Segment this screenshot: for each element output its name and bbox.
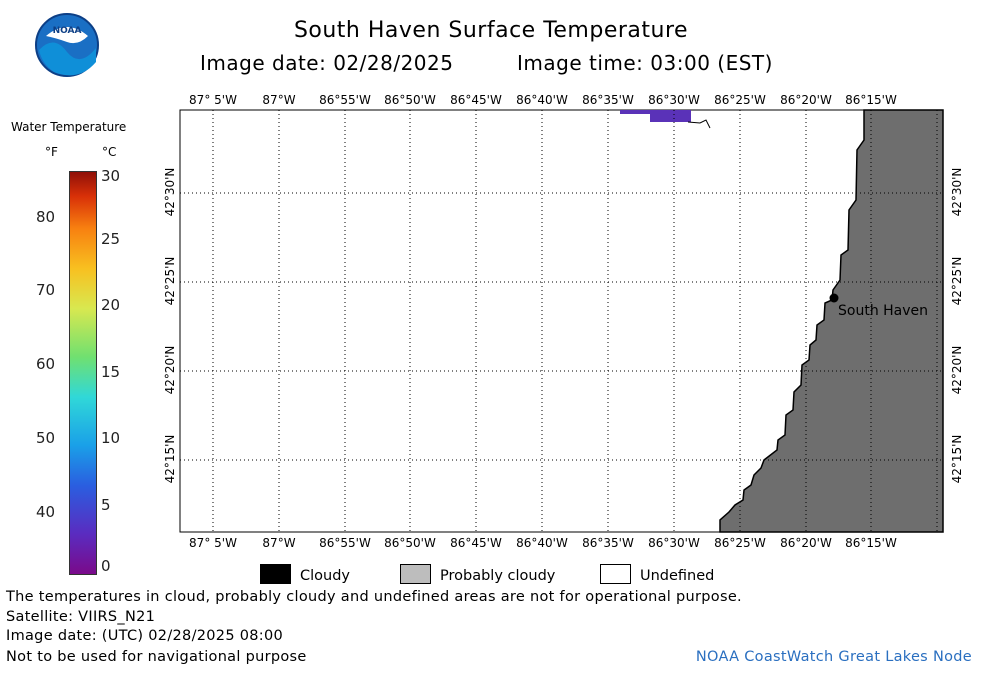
shoreline-fragment (687, 119, 711, 129)
color-scale-bar (69, 171, 97, 575)
longitude-label-top: 87° 5'W (189, 93, 237, 107)
land-area (719, 109, 944, 533)
water-temp-pixels (620, 110, 650, 114)
longitude-label-top: 86°25'W (714, 93, 766, 107)
longitude-label-bottom: 86°20'W (780, 536, 832, 550)
celsius-tick-label: 0 (101, 557, 111, 575)
fahrenheit-tick-label: 80 (36, 208, 56, 226)
celsius-tick-label: 10 (101, 429, 121, 447)
longitude-label-top: 86°20'W (780, 93, 832, 107)
legend-cloudy-swatch (260, 564, 291, 584)
longitude-label-top: 86°50'W (384, 93, 436, 107)
page-title: South Haven Surface Temperature (293, 18, 689, 43)
south-haven-marker (829, 293, 839, 303)
logo-text: NOAA (53, 26, 82, 36)
disclaimer-text: The temperatures in cloud, probably clou… (6, 589, 742, 605)
scale-unit-f: °F (45, 145, 58, 159)
scale-title: Water Temperature (11, 120, 127, 134)
latitude-label-left: 42°25'N (163, 256, 177, 306)
celsius-tick-label: 30 (101, 167, 121, 185)
legend-undefined-swatch (600, 564, 631, 584)
utc-date-text: Image date: (UTC) 02/28/2025 08:00 (6, 628, 284, 644)
longitude-label-top: 86°35'W (582, 93, 634, 107)
latitude-label-left: 42°30'N (163, 167, 177, 217)
longitude-label-bottom: 86°35'W (582, 536, 634, 550)
celsius-tick-label: 5 (101, 496, 111, 514)
latitude-label-right: 42°20'N (950, 345, 964, 395)
latitude-label-left: 42°20'N (163, 345, 177, 395)
fahrenheit-tick-label: 40 (36, 503, 56, 521)
fahrenheit-tick-label: 50 (36, 429, 56, 447)
scale-unit-c: °C (102, 145, 117, 159)
legend-cloudy-label: Cloudy (300, 568, 350, 584)
longitude-label-bottom: 86°50'W (384, 536, 436, 550)
longitude-label-top: 86°55'W (319, 93, 371, 107)
legend-probably-cloudy-swatch (400, 564, 431, 584)
legend-undefined-label: Undefined (640, 568, 715, 584)
latitude-label-right: 42°15'N (950, 434, 964, 484)
latitude-label-right: 42°30'N (950, 167, 964, 217)
longitude-label-bottom: 86°25'W (714, 536, 766, 550)
image-date: Image date: 02/28/2025 (200, 51, 454, 75)
fahrenheit-tick-label: 60 (36, 355, 56, 373)
navigation-warning: Not to be used for navigational purpose (6, 649, 307, 665)
latitude-label-left: 42°15'N (163, 434, 177, 484)
credit-link[interactable]: NOAA CoastWatch Great Lakes Node (695, 649, 972, 665)
longitude-label-top: 86°45'W (450, 93, 502, 107)
longitude-label-bottom: 87° 5'W (189, 536, 237, 550)
latitude-label-right: 42°25'N (950, 256, 964, 306)
noaa-logo: NOAA (35, 13, 99, 77)
celsius-tick-label: 20 (101, 296, 121, 314)
longitude-label-top: 86°40'W (516, 93, 568, 107)
longitude-label-top: 87°W (262, 93, 296, 107)
legend-probably-cloudy-label: Probably cloudy (440, 568, 556, 584)
fahrenheit-tick-label: 70 (36, 281, 56, 299)
longitude-label-bottom: 86°55'W (319, 536, 371, 550)
satellite-text: Satellite: VIIRS_N21 (6, 609, 156, 625)
longitude-label-top: 86°15'W (845, 93, 897, 107)
celsius-tick-label: 25 (101, 230, 121, 248)
longitude-label-bottom: 86°45'W (450, 536, 502, 550)
celsius-tick-label: 15 (101, 363, 121, 381)
longitude-label-bottom: 86°15'W (845, 536, 897, 550)
water-temp-pixels (650, 110, 691, 122)
image-time: Image time: 03:00 (EST) (517, 51, 773, 75)
longitude-label-bottom: 86°30'W (648, 536, 700, 550)
longitude-label-bottom: 86°40'W (516, 536, 568, 550)
longitude-label-top: 86°30'W (648, 93, 700, 107)
longitude-label-bottom: 87°W (262, 536, 296, 550)
south-haven-label: South Haven (838, 303, 929, 319)
